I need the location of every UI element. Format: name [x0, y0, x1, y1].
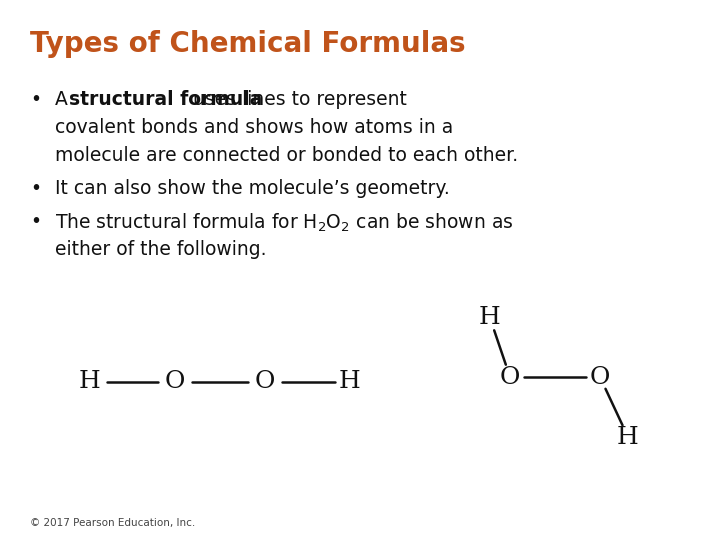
- Text: H: H: [479, 307, 501, 329]
- Text: O: O: [165, 370, 185, 394]
- Text: A: A: [55, 90, 74, 109]
- Text: uses lines to represent: uses lines to represent: [187, 90, 407, 109]
- Text: Types of Chemical Formulas: Types of Chemical Formulas: [30, 30, 466, 58]
- Text: O: O: [590, 366, 610, 388]
- Text: H: H: [617, 426, 639, 449]
- Text: H: H: [339, 370, 361, 394]
- Text: It can also show the molecule’s geometry.: It can also show the molecule’s geometry…: [55, 179, 450, 198]
- Text: The structural formula for $\mathrm{H_2O_2}$ can be shown as: The structural formula for $\mathrm{H_2O…: [55, 212, 513, 234]
- Text: •: •: [30, 179, 41, 198]
- Text: either of the following.: either of the following.: [55, 240, 266, 259]
- Text: O: O: [500, 366, 520, 388]
- Text: H: H: [79, 370, 101, 394]
- Text: molecule are connected or bonded to each other.: molecule are connected or bonded to each…: [55, 146, 518, 165]
- Text: •: •: [30, 212, 41, 231]
- Text: O: O: [255, 370, 275, 394]
- Text: covalent bonds and shows how atoms in a: covalent bonds and shows how atoms in a: [55, 118, 454, 137]
- Text: •: •: [30, 90, 41, 109]
- Text: © 2017 Pearson Education, Inc.: © 2017 Pearson Education, Inc.: [30, 518, 195, 528]
- Text: structural formula: structural formula: [69, 90, 262, 109]
